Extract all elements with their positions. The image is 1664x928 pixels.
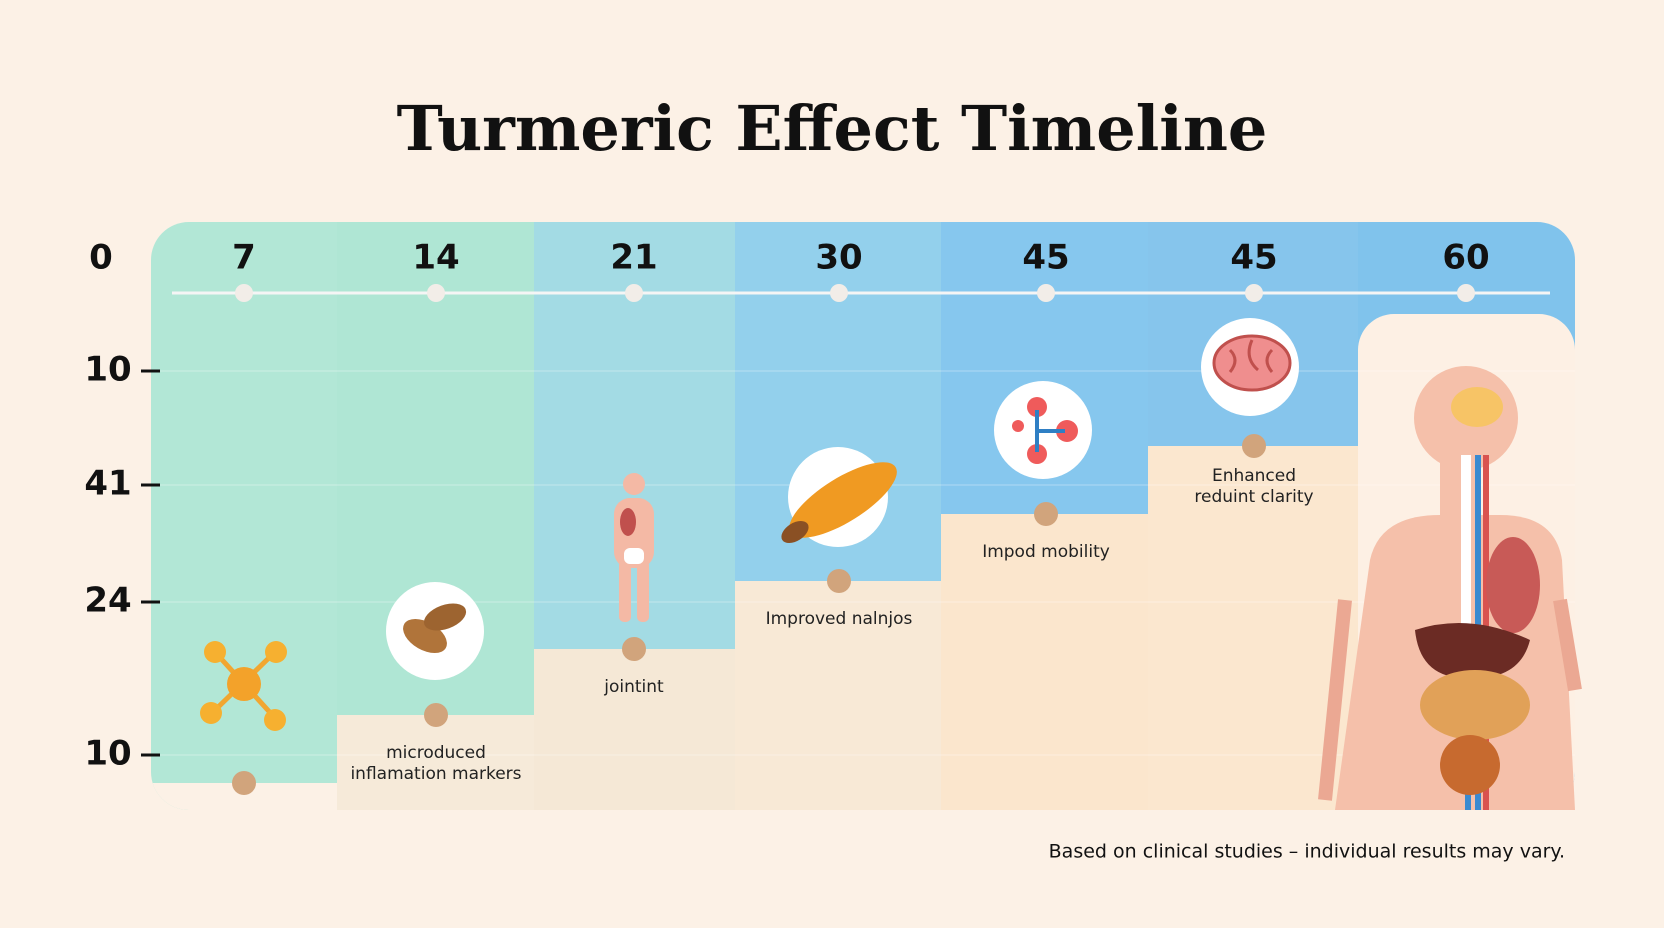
body-joint-icon <box>614 473 654 622</box>
stage-dot <box>827 569 851 593</box>
molecule-icon <box>200 641 287 731</box>
timeline-dot <box>625 284 643 302</box>
footnote: Based on clinical studies – individual r… <box>1049 841 1565 863</box>
stage-label: jointint <box>603 677 664 697</box>
side-label: 24 <box>84 581 131 621</box>
human-anatomy <box>1318 366 1582 810</box>
stage-label: Enhanced <box>1212 466 1296 486</box>
column-step <box>941 514 1148 810</box>
stage-dot <box>1034 502 1058 526</box>
column-step <box>534 649 735 810</box>
timeline-dot <box>1037 284 1055 302</box>
stage-label: Impod mobility <box>982 542 1110 562</box>
stage-label: Improved nalnjos <box>766 609 913 629</box>
timeline-label: 60 <box>1442 238 1489 278</box>
cells-icon <box>994 381 1092 479</box>
timeline-dot <box>1245 284 1263 302</box>
side-label: 10 <box>84 350 131 390</box>
timeline-dot <box>1457 284 1475 302</box>
timeline-label: 45 <box>1022 238 1069 278</box>
timeline-label: 30 <box>815 238 862 278</box>
timeline-label: 45 <box>1230 238 1277 278</box>
timeline-dot <box>830 284 848 302</box>
stage-dot <box>424 703 448 727</box>
turmeric-root-icon <box>386 582 484 680</box>
timeline-dot <box>235 284 253 302</box>
stage-label: reduint clarity <box>1194 487 1313 507</box>
stage-dot <box>232 771 256 795</box>
title: Turmeric Effect Timeline <box>397 92 1268 165</box>
stage-label: microduced <box>386 743 486 763</box>
side-label: 10 <box>84 734 131 774</box>
stage-label: inflamation markers <box>350 764 521 784</box>
column <box>151 222 337 810</box>
timeline-label: 0 <box>89 238 113 278</box>
timeline-label: 7 <box>232 238 256 278</box>
column-step <box>1148 446 1358 810</box>
side-label: 41 <box>84 464 131 504</box>
overlay: 0 7 14 21 30 45 45 60 10 41 24 10 microducedinflamat… <box>84 238 1490 795</box>
column-step <box>735 581 941 810</box>
timeline-dot <box>427 284 445 302</box>
stage-dot <box>1242 434 1266 458</box>
timeline-label: 21 <box>610 238 657 278</box>
column-step <box>337 715 534 810</box>
turmeric-icon <box>781 447 897 547</box>
brain-icon <box>1201 318 1299 416</box>
stage-dot <box>622 637 646 661</box>
timeline-label: 14 <box>412 238 459 278</box>
